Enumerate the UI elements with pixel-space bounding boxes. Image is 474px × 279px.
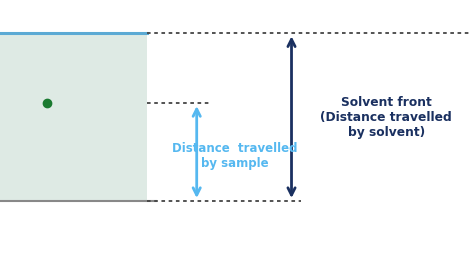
Text: Solvent front
(Distance travelled
by solvent): Solvent front (Distance travelled by sol… bbox=[320, 96, 452, 139]
Text: Distance  travelled
by sample: Distance travelled by sample bbox=[172, 142, 297, 170]
Bar bbox=[0, 33, 147, 201]
